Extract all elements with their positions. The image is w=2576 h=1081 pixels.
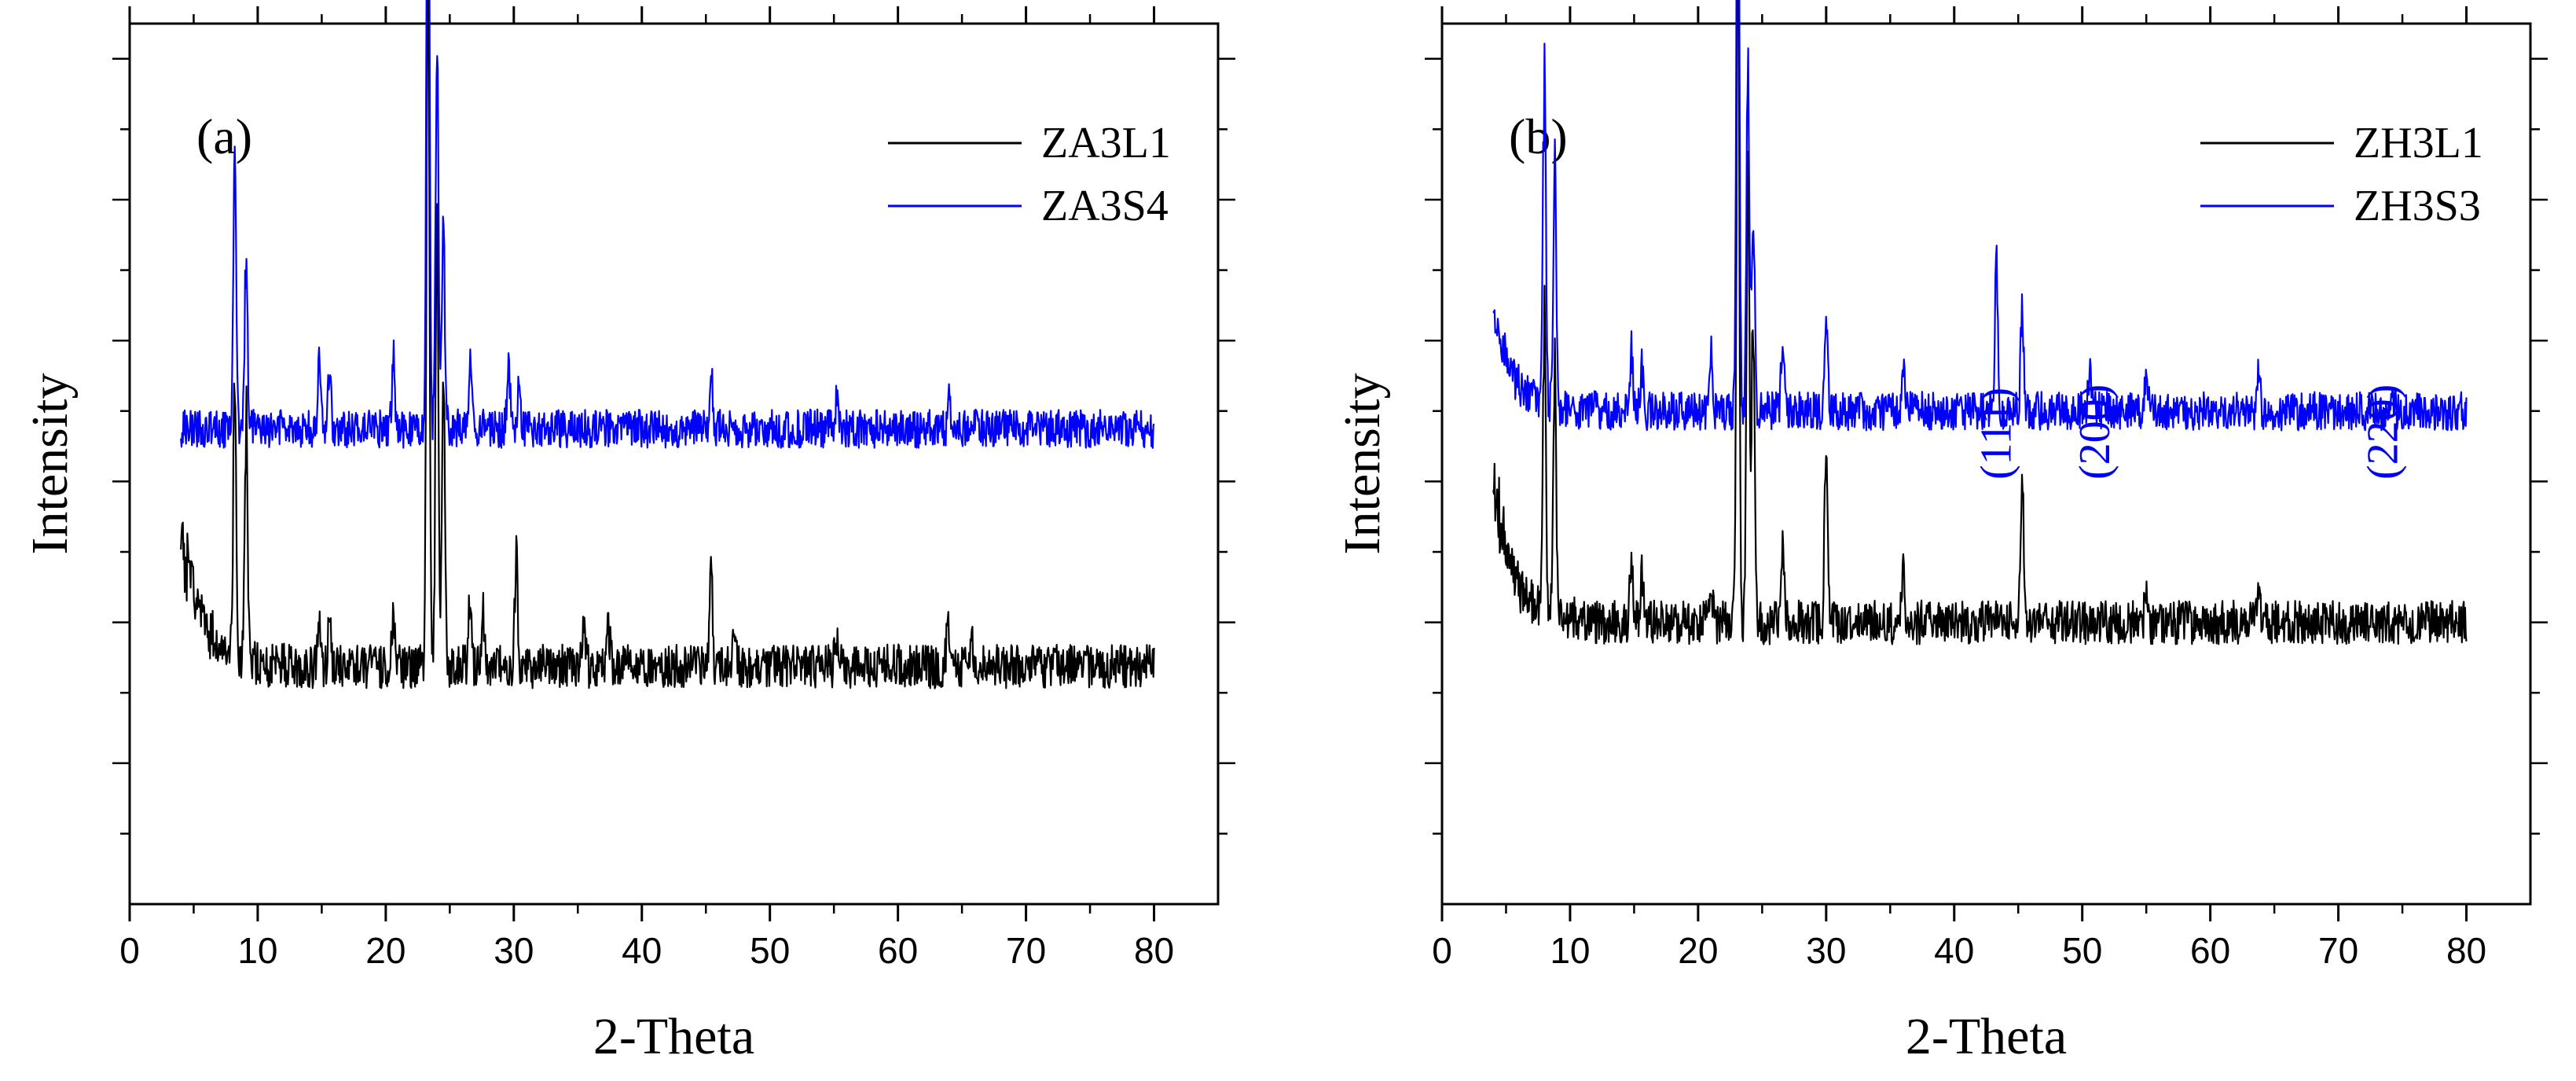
x-tick-label: 30: [494, 930, 534, 971]
legend-label: ZA3L1: [1041, 119, 1171, 167]
x-tick-label: 20: [1678, 930, 1718, 971]
series-line-za3s4: [180, 0, 1155, 449]
panel-b: 0 10 20 30 40 50 60 70 80 2-Theta Intensity (b) ZH3L…: [1334, 0, 2548, 1065]
x-tick-label: 80: [1134, 930, 1174, 971]
x-tick-label: 80: [2446, 930, 2486, 971]
x-tick-label: 10: [237, 930, 277, 971]
x-axis-title: 2-Theta: [593, 1008, 754, 1065]
x-tick-label: 0: [119, 930, 140, 971]
x-tick-label: 0: [1432, 930, 1452, 971]
legend-label: ZA3S4: [1041, 182, 1169, 230]
x-tick-label: 20: [365, 930, 405, 971]
x-tick-label: 50: [750, 930, 790, 971]
x-tick-label: 10: [1550, 930, 1590, 971]
x-tick-label: 40: [622, 930, 662, 971]
peak-annotation: (200): [2071, 384, 2119, 480]
panel-label: (a): [196, 108, 252, 164]
y-axis-title: Intensity: [1334, 373, 1391, 555]
x-axis-title: 2-Theta: [1906, 1008, 2067, 1065]
legend-label: ZH3L1: [2354, 119, 2483, 167]
plot-frame: [128, 22, 1220, 906]
y-axis-title: Intensity: [21, 373, 79, 555]
x-tick-label: 70: [2318, 930, 2358, 971]
peak-annotation: (220): [2359, 384, 2408, 480]
panel-a: 0 10 20 30 40 50 60 70 80 2-Theta Intensity (a) ZA3L…: [21, 0, 1235, 1065]
x-tick-label: 40: [1934, 930, 1974, 971]
series-line-zh3s3: [1492, 0, 2468, 432]
legend-label: ZH3S3: [2354, 182, 2481, 230]
x-tick-label: 60: [2190, 930, 2230, 971]
x-tick-label: 60: [878, 930, 918, 971]
series-line-za3l1: [180, 0, 1155, 689]
x-tick-label: 50: [2062, 930, 2102, 971]
panel-label: (b): [1509, 108, 1568, 164]
x-tick-label: 30: [1806, 930, 1846, 971]
plot-frame: [1440, 22, 2532, 906]
series-line-zh3l1: [1492, 0, 2468, 645]
x-tick-label: 70: [1006, 930, 1046, 971]
peak-annotation: (111): [1972, 388, 2021, 480]
